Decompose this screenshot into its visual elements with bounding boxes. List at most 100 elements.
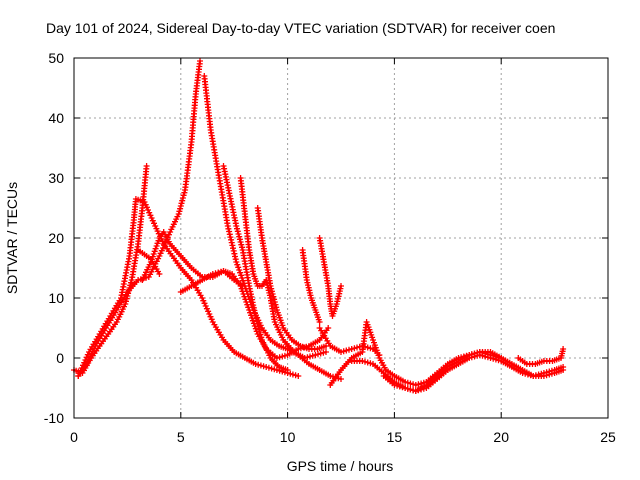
data-point	[177, 203, 184, 209]
data-point	[162, 239, 169, 246]
x-tick-label: 0	[70, 429, 78, 445]
data-point	[252, 313, 259, 319]
y-tick-label: 30	[48, 170, 64, 186]
y-tick-label: -10	[44, 410, 64, 426]
y-tick-label: 10	[48, 290, 64, 306]
data-point	[152, 245, 159, 252]
data-point	[208, 316, 215, 323]
data-point	[543, 369, 550, 376]
data-point	[151, 220, 157, 227]
series-sat-k	[299, 247, 323, 325]
data-point	[323, 349, 329, 355]
series-sat-f	[177, 268, 246, 295]
y-tick-label: 40	[48, 110, 64, 126]
y-tick-label: 20	[48, 230, 64, 246]
data-point	[268, 365, 275, 372]
data-point	[271, 299, 278, 305]
series-layer	[71, 58, 567, 394]
data-point	[233, 223, 240, 229]
data-point	[276, 354, 283, 361]
data-point	[155, 237, 162, 244]
data-point	[317, 350, 324, 357]
data-point	[256, 329, 263, 335]
series-sat-i	[237, 175, 329, 361]
data-point	[236, 267, 243, 273]
data-point	[233, 259, 240, 265]
data-point	[235, 231, 242, 237]
data-point	[153, 243, 160, 249]
series-sat-c	[75, 58, 203, 379]
data-point	[338, 349, 344, 355]
data-point	[402, 379, 409, 385]
data-point	[147, 212, 154, 219]
data-point	[201, 300, 208, 307]
data-point	[301, 355, 308, 361]
series-sat-p	[380, 349, 505, 394]
data-point	[271, 296, 278, 303]
data-point	[524, 371, 531, 378]
data-point	[530, 373, 537, 379]
data-point	[309, 352, 316, 359]
x-tick-label: 10	[280, 429, 296, 445]
data-point	[396, 383, 403, 390]
y-axis-label: SDTVAR / TECUs	[4, 182, 20, 294]
data-point	[181, 189, 188, 196]
data-point	[225, 225, 232, 232]
data-point	[410, 381, 417, 388]
data-point	[468, 351, 475, 358]
data-point	[122, 301, 129, 307]
data-point	[254, 321, 261, 327]
data-point	[316, 319, 323, 325]
data-point	[284, 367, 291, 373]
x-axis-label: GPS time / hours	[287, 458, 394, 474]
data-point	[143, 163, 150, 169]
data-point	[206, 311, 213, 317]
y-tick-label: 50	[48, 50, 64, 66]
data-point	[160, 245, 166, 251]
data-point	[522, 370, 529, 377]
data-point	[399, 384, 406, 391]
data-point	[315, 351, 321, 358]
data-point	[156, 253, 163, 259]
series-sat-j	[254, 205, 329, 352]
tick-label-layer: 0 5 10 15 20 25 -10 0 10 20 30 40 50	[44, 50, 616, 445]
data-point	[487, 355, 494, 361]
data-point	[263, 364, 270, 370]
data-point	[250, 320, 257, 327]
data-point	[265, 364, 272, 371]
data-point	[307, 353, 313, 360]
data-point	[273, 355, 280, 361]
tick-layer	[73, 57, 609, 419]
data-point	[179, 195, 186, 201]
data-point	[548, 367, 555, 374]
data-point	[143, 204, 150, 211]
data-point	[158, 247, 165, 254]
x-tick-label: 15	[387, 429, 403, 445]
data-point	[227, 234, 234, 241]
y-tick-label: 0	[56, 350, 64, 366]
data-point	[364, 359, 371, 366]
data-point	[292, 372, 299, 379]
data-point	[202, 303, 209, 309]
data-point	[228, 239, 235, 246]
data-point	[257, 362, 264, 369]
data-point	[145, 207, 151, 213]
data-point	[346, 346, 352, 353]
data-point	[415, 381, 422, 388]
data-point	[179, 197, 186, 204]
series-sat-l	[316, 235, 344, 319]
data-point	[128, 279, 134, 286]
data-point	[267, 283, 274, 289]
data-point	[239, 244, 245, 251]
data-point	[364, 344, 371, 351]
series-sat-m	[316, 325, 383, 358]
series-line	[222, 164, 289, 372]
data-point	[234, 228, 241, 235]
data-point	[258, 334, 265, 341]
data-point	[338, 283, 344, 289]
series-sat-a	[71, 163, 150, 376]
data-point	[254, 318, 260, 325]
chart-title: Day 101 of 2024, Sidereal Day-to-day VTE…	[46, 20, 555, 36]
data-point	[150, 251, 157, 257]
data-point	[407, 380, 414, 387]
